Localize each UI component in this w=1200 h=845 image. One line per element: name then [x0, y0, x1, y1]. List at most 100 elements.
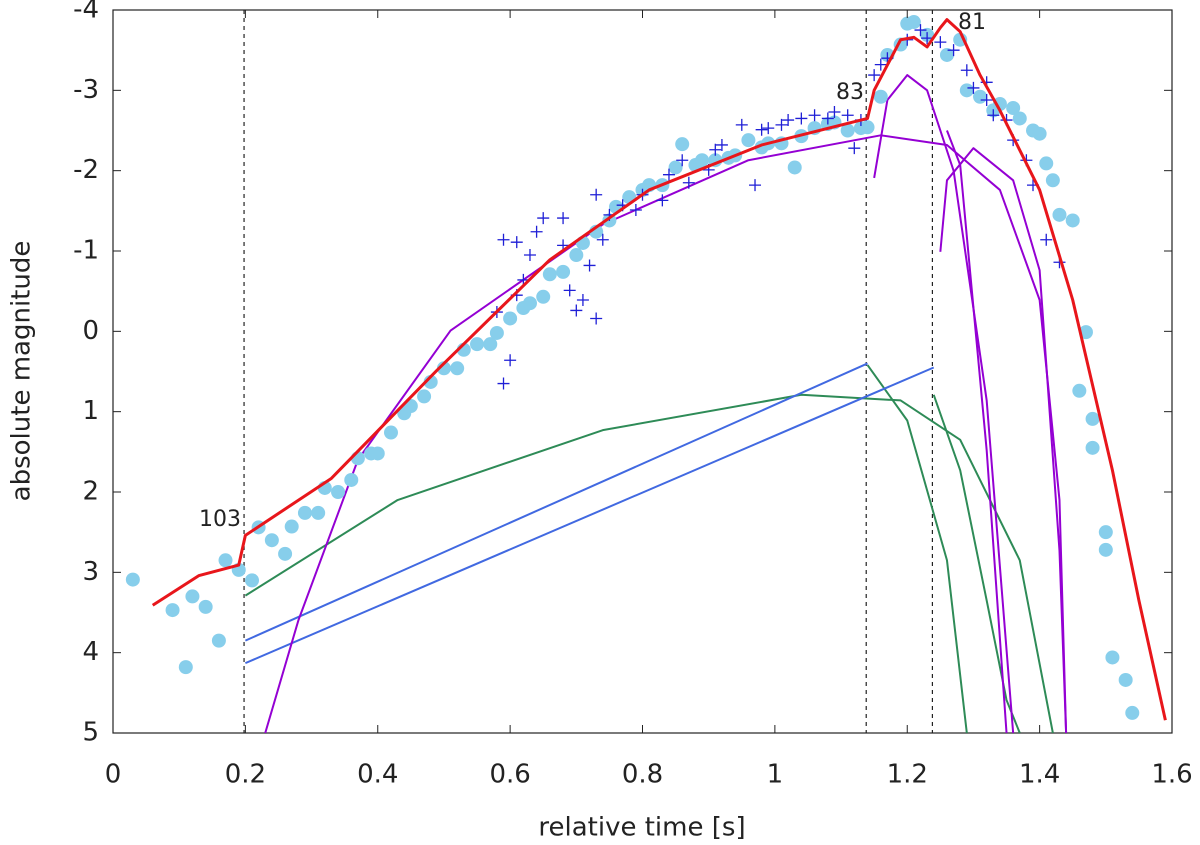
data-point: [125, 572, 140, 587]
data-point: [1125, 705, 1140, 720]
data-point: [198, 599, 213, 614]
data-point: [939, 47, 954, 62]
data-point: [675, 137, 690, 152]
data-point: [1085, 440, 1100, 455]
data-point: [682, 176, 695, 189]
data-point: [967, 81, 980, 94]
x-tick-label: 0.8: [622, 760, 663, 790]
data-point: [563, 284, 576, 297]
data-point: [873, 89, 888, 104]
x-tick-label: 0.6: [489, 760, 530, 790]
data-point: [450, 361, 465, 376]
data-point: [821, 112, 834, 125]
data-point: [1012, 111, 1027, 126]
model-curve: [244, 362, 868, 642]
model-curve: [151, 18, 1167, 721]
data-point: [1118, 672, 1133, 687]
data-point: [569, 248, 584, 263]
y-tick-label: -1: [73, 236, 99, 266]
data-point: [973, 89, 988, 104]
data-point: [787, 160, 802, 175]
y-tick-label: -3: [73, 75, 99, 105]
data-point: [959, 83, 974, 98]
data-point: [860, 120, 875, 135]
x-tick-label: 1.2: [887, 760, 928, 790]
x-axis-label: relative time [s]: [538, 813, 745, 843]
data-point: [297, 505, 312, 520]
y-tick-label: 5: [82, 718, 99, 748]
data-point: [709, 143, 722, 156]
model-curve: [946, 130, 1008, 733]
y-axis-label: absolute magnitude: [7, 241, 37, 502]
data-point: [590, 188, 603, 201]
data-point: [557, 212, 570, 225]
data-point: [1098, 542, 1113, 557]
data-point: [947, 44, 960, 57]
data-point: [497, 233, 510, 246]
annotation: 81: [958, 10, 986, 35]
data-point: [470, 337, 485, 352]
data-point: [656, 194, 669, 207]
data-point: [715, 138, 728, 151]
data-point: [510, 236, 523, 249]
data-point: [1045, 173, 1060, 188]
data-point: [185, 589, 200, 604]
y-tick-label: 4: [82, 637, 99, 667]
data-point: [1072, 383, 1087, 398]
data-point: [987, 109, 1000, 122]
data-point: [178, 660, 193, 675]
annotation: 103: [199, 507, 241, 532]
data-point: [934, 36, 947, 49]
data-point: [530, 225, 543, 238]
annotation: 83: [836, 80, 864, 105]
data-point: [522, 296, 537, 311]
model-curve: [866, 364, 968, 733]
data-point: [906, 15, 921, 30]
data-point: [762, 122, 775, 135]
data-point: [218, 553, 233, 568]
data-point: [417, 389, 432, 404]
data-point: [331, 485, 346, 499]
data-point: [536, 289, 551, 304]
data-point: [523, 249, 536, 262]
model-curve: [873, 74, 1015, 733]
data-point: [1105, 650, 1120, 665]
data-point: [1098, 525, 1113, 540]
x-tick-label: 0.4: [357, 760, 398, 790]
data-point: [775, 118, 788, 131]
model-curve: [244, 366, 935, 665]
model-curve: [939, 147, 1068, 733]
data-point: [1065, 213, 1080, 228]
data-point: [755, 123, 768, 136]
data-point: [596, 233, 609, 246]
data-point: [676, 154, 689, 167]
data-point: [749, 179, 762, 192]
data-point: [735, 118, 748, 131]
data-point: [921, 32, 934, 45]
data-point: [782, 114, 795, 127]
data-point: [590, 312, 603, 325]
data-point: [344, 472, 359, 487]
data-point: [868, 69, 881, 82]
data-point: [795, 112, 808, 125]
data-point: [914, 24, 927, 37]
data-point: [383, 425, 398, 440]
data-point: [992, 96, 1007, 111]
data-point: [841, 109, 854, 122]
y-tick-label: -4: [73, 0, 99, 25]
data-point: [483, 337, 498, 352]
data-point: [503, 311, 518, 326]
x-tick-label: 1.6: [1151, 760, 1192, 790]
data-point: [1006, 101, 1021, 116]
data-point: [840, 123, 855, 138]
data-point: [284, 519, 299, 534]
data-point: [741, 133, 756, 148]
data-point: [556, 264, 571, 279]
data-point: [980, 93, 993, 106]
data-point: [244, 573, 259, 588]
data-point: [662, 168, 675, 181]
y-tick-label: 2: [82, 477, 99, 507]
data-point: [828, 106, 841, 119]
data-point: [497, 377, 510, 390]
data-point: [264, 533, 279, 548]
